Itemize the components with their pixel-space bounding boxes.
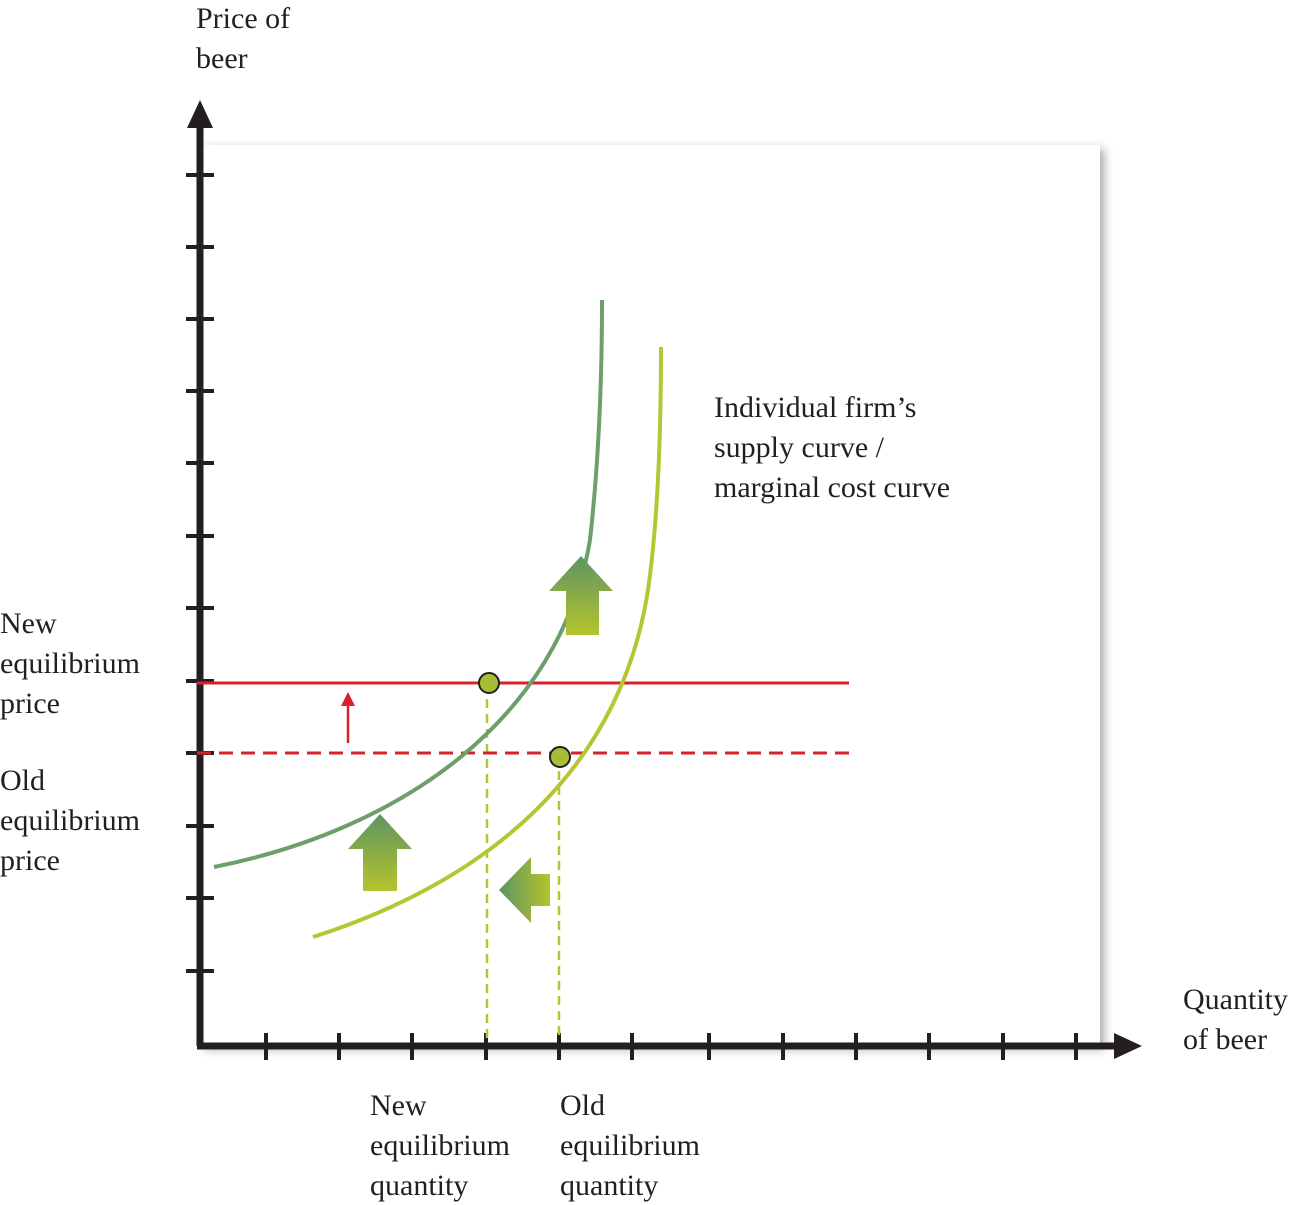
new-equilibrium-quantity-label: New equilibrium quantity	[370, 1089, 517, 1202]
old-equilibrium-price-label: Old equilibrium price	[0, 764, 147, 877]
x-axis-label: Quantity of beer	[1183, 983, 1296, 1056]
x-axis-arrowhead	[1114, 1033, 1142, 1059]
new-equilibrium-price-label: New equilibrium price	[0, 607, 147, 720]
new-equilibrium-point	[478, 672, 500, 694]
old-equilibrium-quantity-label: Old equilibrium quantity	[560, 1089, 707, 1202]
y-axis-arrowhead	[187, 100, 213, 128]
y-axis-ticks	[186, 173, 214, 973]
leftward-shift-arrow	[499, 857, 550, 923]
plot-panel	[200, 145, 1100, 1045]
price-increase-arrowhead	[341, 692, 355, 706]
y-axis-label: Price of beer	[196, 2, 298, 75]
old-supply-curve	[312, 346, 663, 939]
upward-shift-arrow-right	[549, 556, 613, 635]
x-axis-ticks	[264, 1033, 1078, 1060]
upward-shift-arrow-left	[348, 814, 412, 891]
old-equilibrium-point	[549, 746, 571, 768]
supply-curve-label: Individual firm’s supply curve / margina…	[714, 391, 950, 504]
